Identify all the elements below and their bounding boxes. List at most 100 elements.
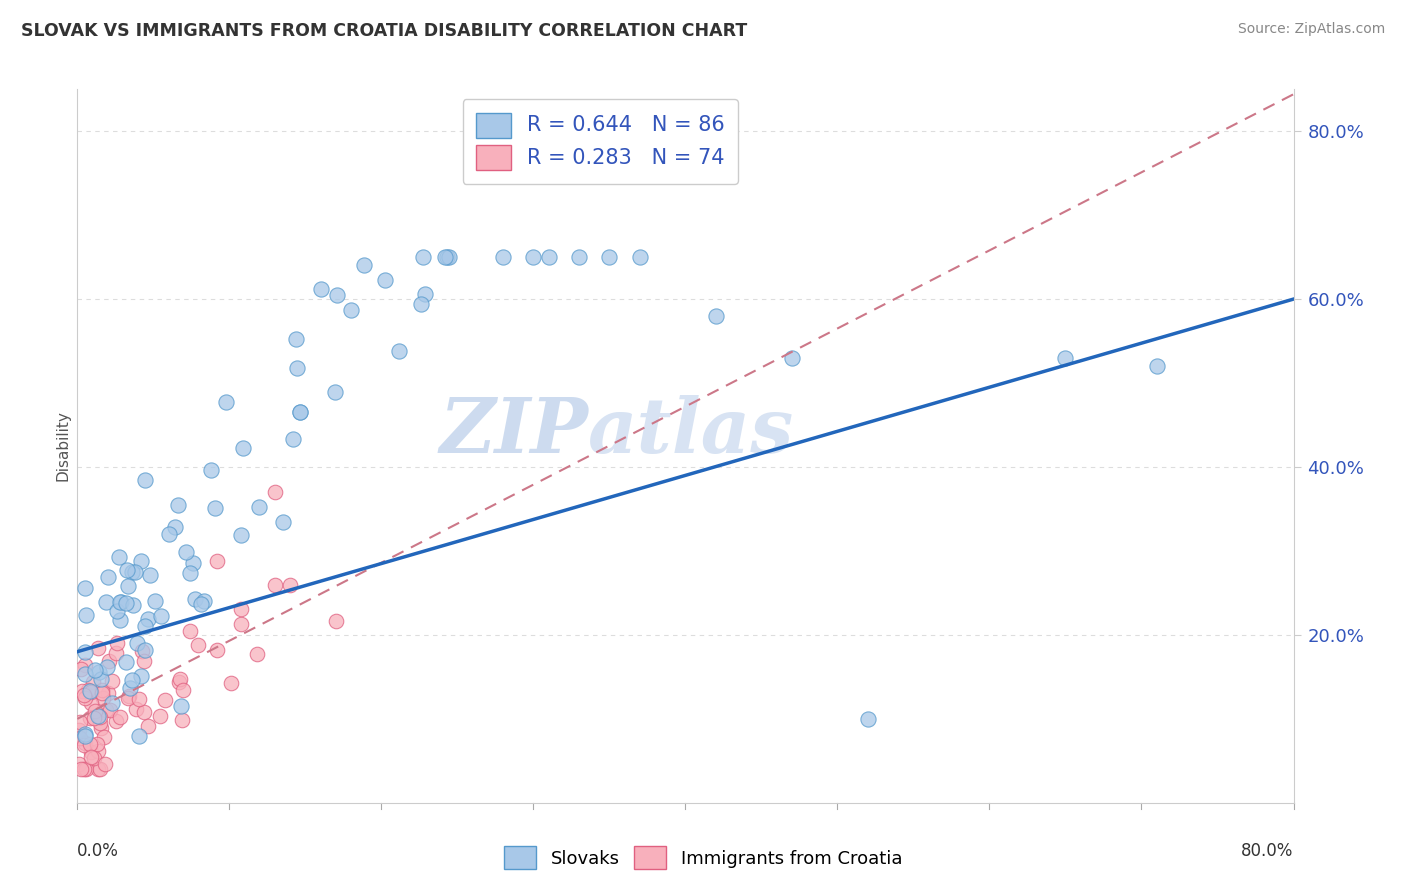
Point	[105, 636, 128, 650]
Point	[704, 309, 727, 323]
Point	[80, 696, 103, 710]
Point	[70, 762, 93, 776]
Point	[174, 545, 197, 559]
Text: ZIP: ZIP	[439, 395, 588, 468]
Point	[73, 729, 96, 743]
Point	[108, 613, 131, 627]
Point	[246, 647, 269, 661]
Point	[780, 351, 803, 365]
Point	[179, 566, 201, 580]
Point	[411, 297, 433, 311]
Point	[190, 597, 212, 611]
Point	[108, 710, 131, 724]
Point	[75, 608, 97, 623]
Point	[231, 528, 253, 542]
Point	[150, 609, 173, 624]
Point	[415, 287, 437, 301]
Legend: R = 0.644   N = 86, R = 0.283   N = 74: R = 0.644 N = 86, R = 0.283 N = 74	[463, 99, 738, 184]
Point	[340, 302, 363, 317]
Point	[121, 673, 143, 687]
Point	[98, 654, 121, 668]
Point	[187, 638, 209, 652]
Point	[93, 731, 115, 745]
Point	[73, 667, 96, 681]
Point	[128, 692, 150, 706]
Point	[101, 674, 124, 689]
Point	[122, 598, 145, 612]
Point	[598, 250, 620, 264]
Text: Source: ZipAtlas.com: Source: ZipAtlas.com	[1237, 22, 1385, 37]
Point	[97, 570, 120, 584]
Point	[134, 643, 156, 657]
Point	[75, 690, 97, 705]
Point	[169, 672, 191, 686]
Point	[97, 686, 120, 700]
Point	[278, 578, 301, 592]
Point	[73, 657, 96, 672]
Point	[433, 250, 456, 264]
Point	[77, 683, 100, 698]
Point	[285, 361, 308, 376]
Point	[387, 343, 409, 358]
Text: SLOVAK VS IMMIGRANTS FROM CROATIA DISABILITY CORRELATION CHART: SLOVAK VS IMMIGRANTS FROM CROATIA DISABI…	[21, 22, 748, 40]
Point	[94, 703, 117, 717]
Point	[80, 745, 103, 759]
Point	[492, 250, 515, 264]
Point	[183, 591, 205, 606]
Point	[181, 556, 204, 570]
Point	[105, 604, 128, 618]
Point	[136, 612, 159, 626]
Point	[87, 762, 110, 776]
Point	[118, 689, 141, 703]
Point	[326, 288, 349, 302]
Point	[89, 710, 111, 724]
Point	[132, 654, 155, 668]
Point	[157, 527, 180, 541]
Point	[628, 250, 651, 264]
Y-axis label: Disability: Disability	[55, 410, 70, 482]
Point	[115, 596, 138, 610]
Point	[89, 762, 111, 776]
Point	[70, 662, 93, 676]
Point	[87, 709, 110, 723]
Point	[121, 565, 143, 579]
Point	[231, 602, 253, 616]
Point	[117, 691, 139, 706]
Point	[73, 688, 96, 702]
Point	[84, 663, 107, 677]
Point	[89, 665, 111, 679]
Point	[204, 500, 226, 515]
Point	[323, 385, 346, 400]
Point	[87, 708, 110, 723]
Point	[139, 567, 162, 582]
Point	[288, 405, 311, 419]
Point	[67, 723, 90, 737]
Point	[70, 684, 93, 698]
Point	[91, 691, 114, 706]
Point	[172, 713, 194, 727]
Point	[90, 673, 112, 687]
Point	[82, 674, 104, 689]
Point	[124, 565, 146, 579]
Point	[79, 737, 101, 751]
Point	[169, 675, 191, 690]
Point	[311, 282, 333, 296]
Point	[215, 395, 238, 409]
Text: atlas: atlas	[588, 395, 794, 468]
Point	[108, 595, 131, 609]
Point	[73, 727, 96, 741]
Point	[200, 463, 222, 477]
Text: 80.0%: 80.0%	[1241, 842, 1294, 860]
Point	[67, 757, 90, 772]
Point	[117, 563, 139, 577]
Point	[72, 738, 94, 752]
Point	[129, 554, 152, 568]
Point	[75, 762, 97, 776]
Point	[247, 500, 270, 514]
Point	[100, 696, 122, 710]
Point	[90, 683, 112, 698]
Point	[125, 635, 148, 649]
Point	[285, 332, 308, 346]
Point	[94, 594, 117, 608]
Point	[79, 711, 101, 725]
